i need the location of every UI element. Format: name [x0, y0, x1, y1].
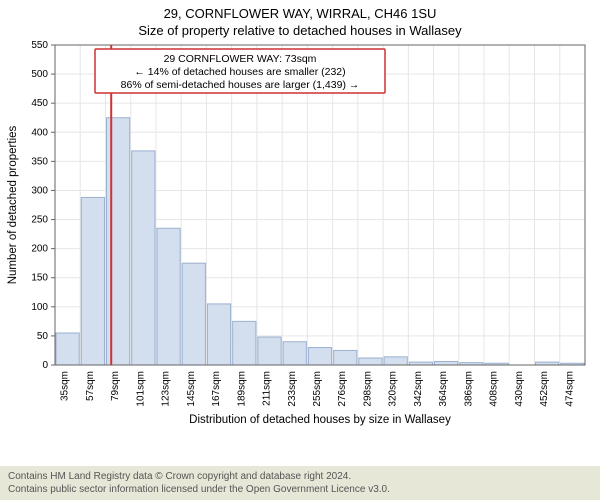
x-tick-label: 452sqm: [539, 371, 550, 407]
histogram-bar: [233, 321, 256, 365]
annotation-line-2: ← 14% of detached houses are smaller (23…: [134, 66, 345, 78]
footer-line-1: Contains HM Land Registry data © Crown c…: [8, 470, 592, 483]
x-tick-label: 35sqm: [60, 371, 71, 401]
x-tick-label: 255sqm: [312, 371, 323, 407]
histogram-bar: [435, 362, 458, 365]
histogram-bar: [132, 151, 155, 365]
x-tick-label: 233sqm: [287, 371, 298, 407]
annotation-line-1: 29 CORNFLOWER WAY: 73sqm: [164, 53, 317, 65]
histogram-bar: [359, 358, 382, 365]
svg-text:350: 350: [31, 156, 48, 167]
svg-text:200: 200: [31, 244, 48, 255]
svg-text:150: 150: [31, 273, 48, 284]
x-tick-label: 57sqm: [85, 371, 96, 401]
svg-text:100: 100: [31, 302, 48, 313]
x-tick-label: 145sqm: [186, 371, 197, 407]
y-axis-label: Number of detached properties: [7, 125, 19, 284]
x-tick-label: 474sqm: [564, 371, 575, 407]
svg-text:0: 0: [42, 360, 48, 371]
histogram-bar: [258, 337, 281, 365]
histogram-bar: [56, 333, 79, 365]
x-tick-label: 211sqm: [262, 371, 273, 406]
x-tick-label: 123sqm: [161, 371, 172, 407]
histogram-bar: [308, 348, 331, 365]
histogram-bar: [182, 263, 205, 365]
svg-text:300: 300: [31, 185, 48, 196]
x-tick-label: 276sqm: [337, 371, 348, 407]
footer: Contains HM Land Registry data © Crown c…: [0, 466, 600, 500]
x-tick-label: 79sqm: [110, 371, 121, 401]
svg-text:50: 50: [37, 331, 49, 342]
x-tick-label: 386sqm: [463, 371, 474, 407]
page-title: 29, CORNFLOWER WAY, WIRRAL, CH46 1SU: [0, 0, 600, 21]
footer-line-2: Contains public sector information licen…: [8, 483, 592, 496]
histogram-bar: [81, 197, 104, 365]
x-axis-label: Distribution of detached houses by size …: [189, 414, 451, 426]
x-tick-label: 342sqm: [413, 371, 424, 407]
x-tick-label: 298sqm: [362, 371, 373, 407]
svg-text:450: 450: [31, 98, 48, 109]
annotation-line-3: 86% of semi-detached houses are larger (…: [121, 79, 360, 91]
page-subtitle: Size of property relative to detached ho…: [0, 21, 600, 38]
x-tick-label: 430sqm: [514, 371, 525, 407]
x-tick-label: 189sqm: [236, 371, 247, 407]
histogram-chart: 0 50 100 150 200 250 300 350 400 450 500 550 35sqm 57…: [0, 40, 600, 440]
chart-container: 0 50 100 150 200 250 300 350 400 450 500 550 35sqm 57…: [0, 40, 600, 440]
histogram-bar: [207, 304, 230, 365]
x-tick-label: 364sqm: [438, 371, 449, 407]
x-tick-label: 320sqm: [388, 371, 399, 407]
histogram-bar: [384, 357, 407, 365]
histogram-bar: [334, 350, 357, 365]
x-tick-label: 167sqm: [211, 371, 222, 407]
x-tick-label: 408sqm: [489, 371, 500, 407]
histogram-bar: [157, 228, 180, 365]
histogram-bar: [283, 342, 306, 365]
svg-text:400: 400: [31, 127, 48, 138]
svg-text:550: 550: [31, 40, 48, 51]
x-tick-label: 101sqm: [135, 371, 146, 407]
histogram-bar: [106, 118, 129, 365]
svg-text:250: 250: [31, 215, 48, 226]
svg-text:500: 500: [31, 69, 48, 80]
